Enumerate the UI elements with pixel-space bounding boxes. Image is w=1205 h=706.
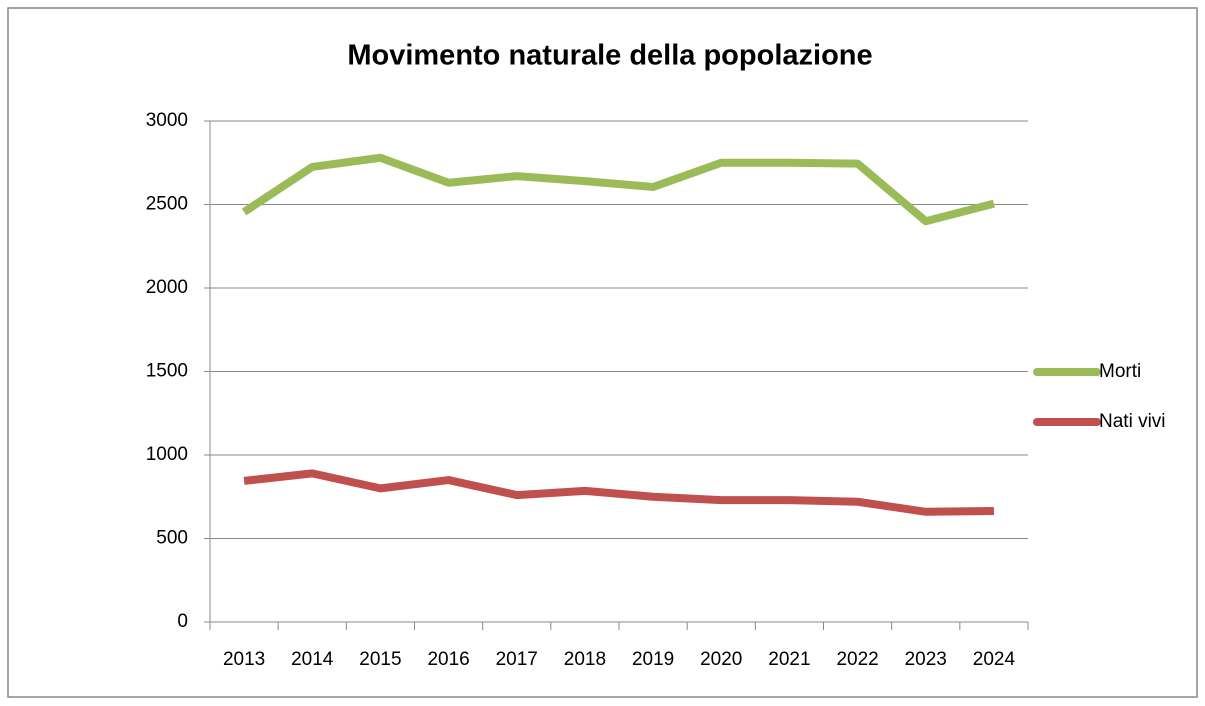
legend-label: Morti bbox=[1099, 361, 1141, 382]
y-tick-label: 2000 bbox=[146, 277, 188, 298]
x-tick-label: 2021 bbox=[768, 649, 810, 670]
x-tick-label: 2019 bbox=[632, 649, 674, 670]
x-tick-label: 2023 bbox=[905, 649, 947, 670]
y-tick-label: 2500 bbox=[146, 194, 188, 215]
x-tick-label: 2022 bbox=[836, 649, 878, 670]
y-tick-label: 1000 bbox=[146, 444, 188, 465]
x-tick-label: 2018 bbox=[564, 649, 606, 670]
y-tick-label: 3000 bbox=[146, 110, 188, 131]
chart-title: Movimento naturale della popolazione bbox=[347, 40, 872, 72]
chart-border bbox=[7, 7, 1198, 698]
line-series bbox=[243, 469, 994, 516]
x-tick-label: 2015 bbox=[359, 649, 401, 670]
x-tick-label: 2017 bbox=[496, 649, 538, 670]
x-tick-label: 2014 bbox=[291, 649, 334, 670]
x-tick-label: 2016 bbox=[427, 649, 469, 670]
legend-label: Nati vivi bbox=[1099, 411, 1166, 432]
y-tick-label: 1500 bbox=[146, 361, 188, 382]
x-tick-label: 2013 bbox=[223, 649, 265, 670]
x-tick-label: 2024 bbox=[973, 649, 1016, 670]
y-tick-label: 0 bbox=[177, 611, 188, 632]
y-tick-label: 500 bbox=[156, 528, 188, 549]
x-tick-label: 2020 bbox=[700, 649, 742, 670]
line-series bbox=[241, 153, 995, 226]
